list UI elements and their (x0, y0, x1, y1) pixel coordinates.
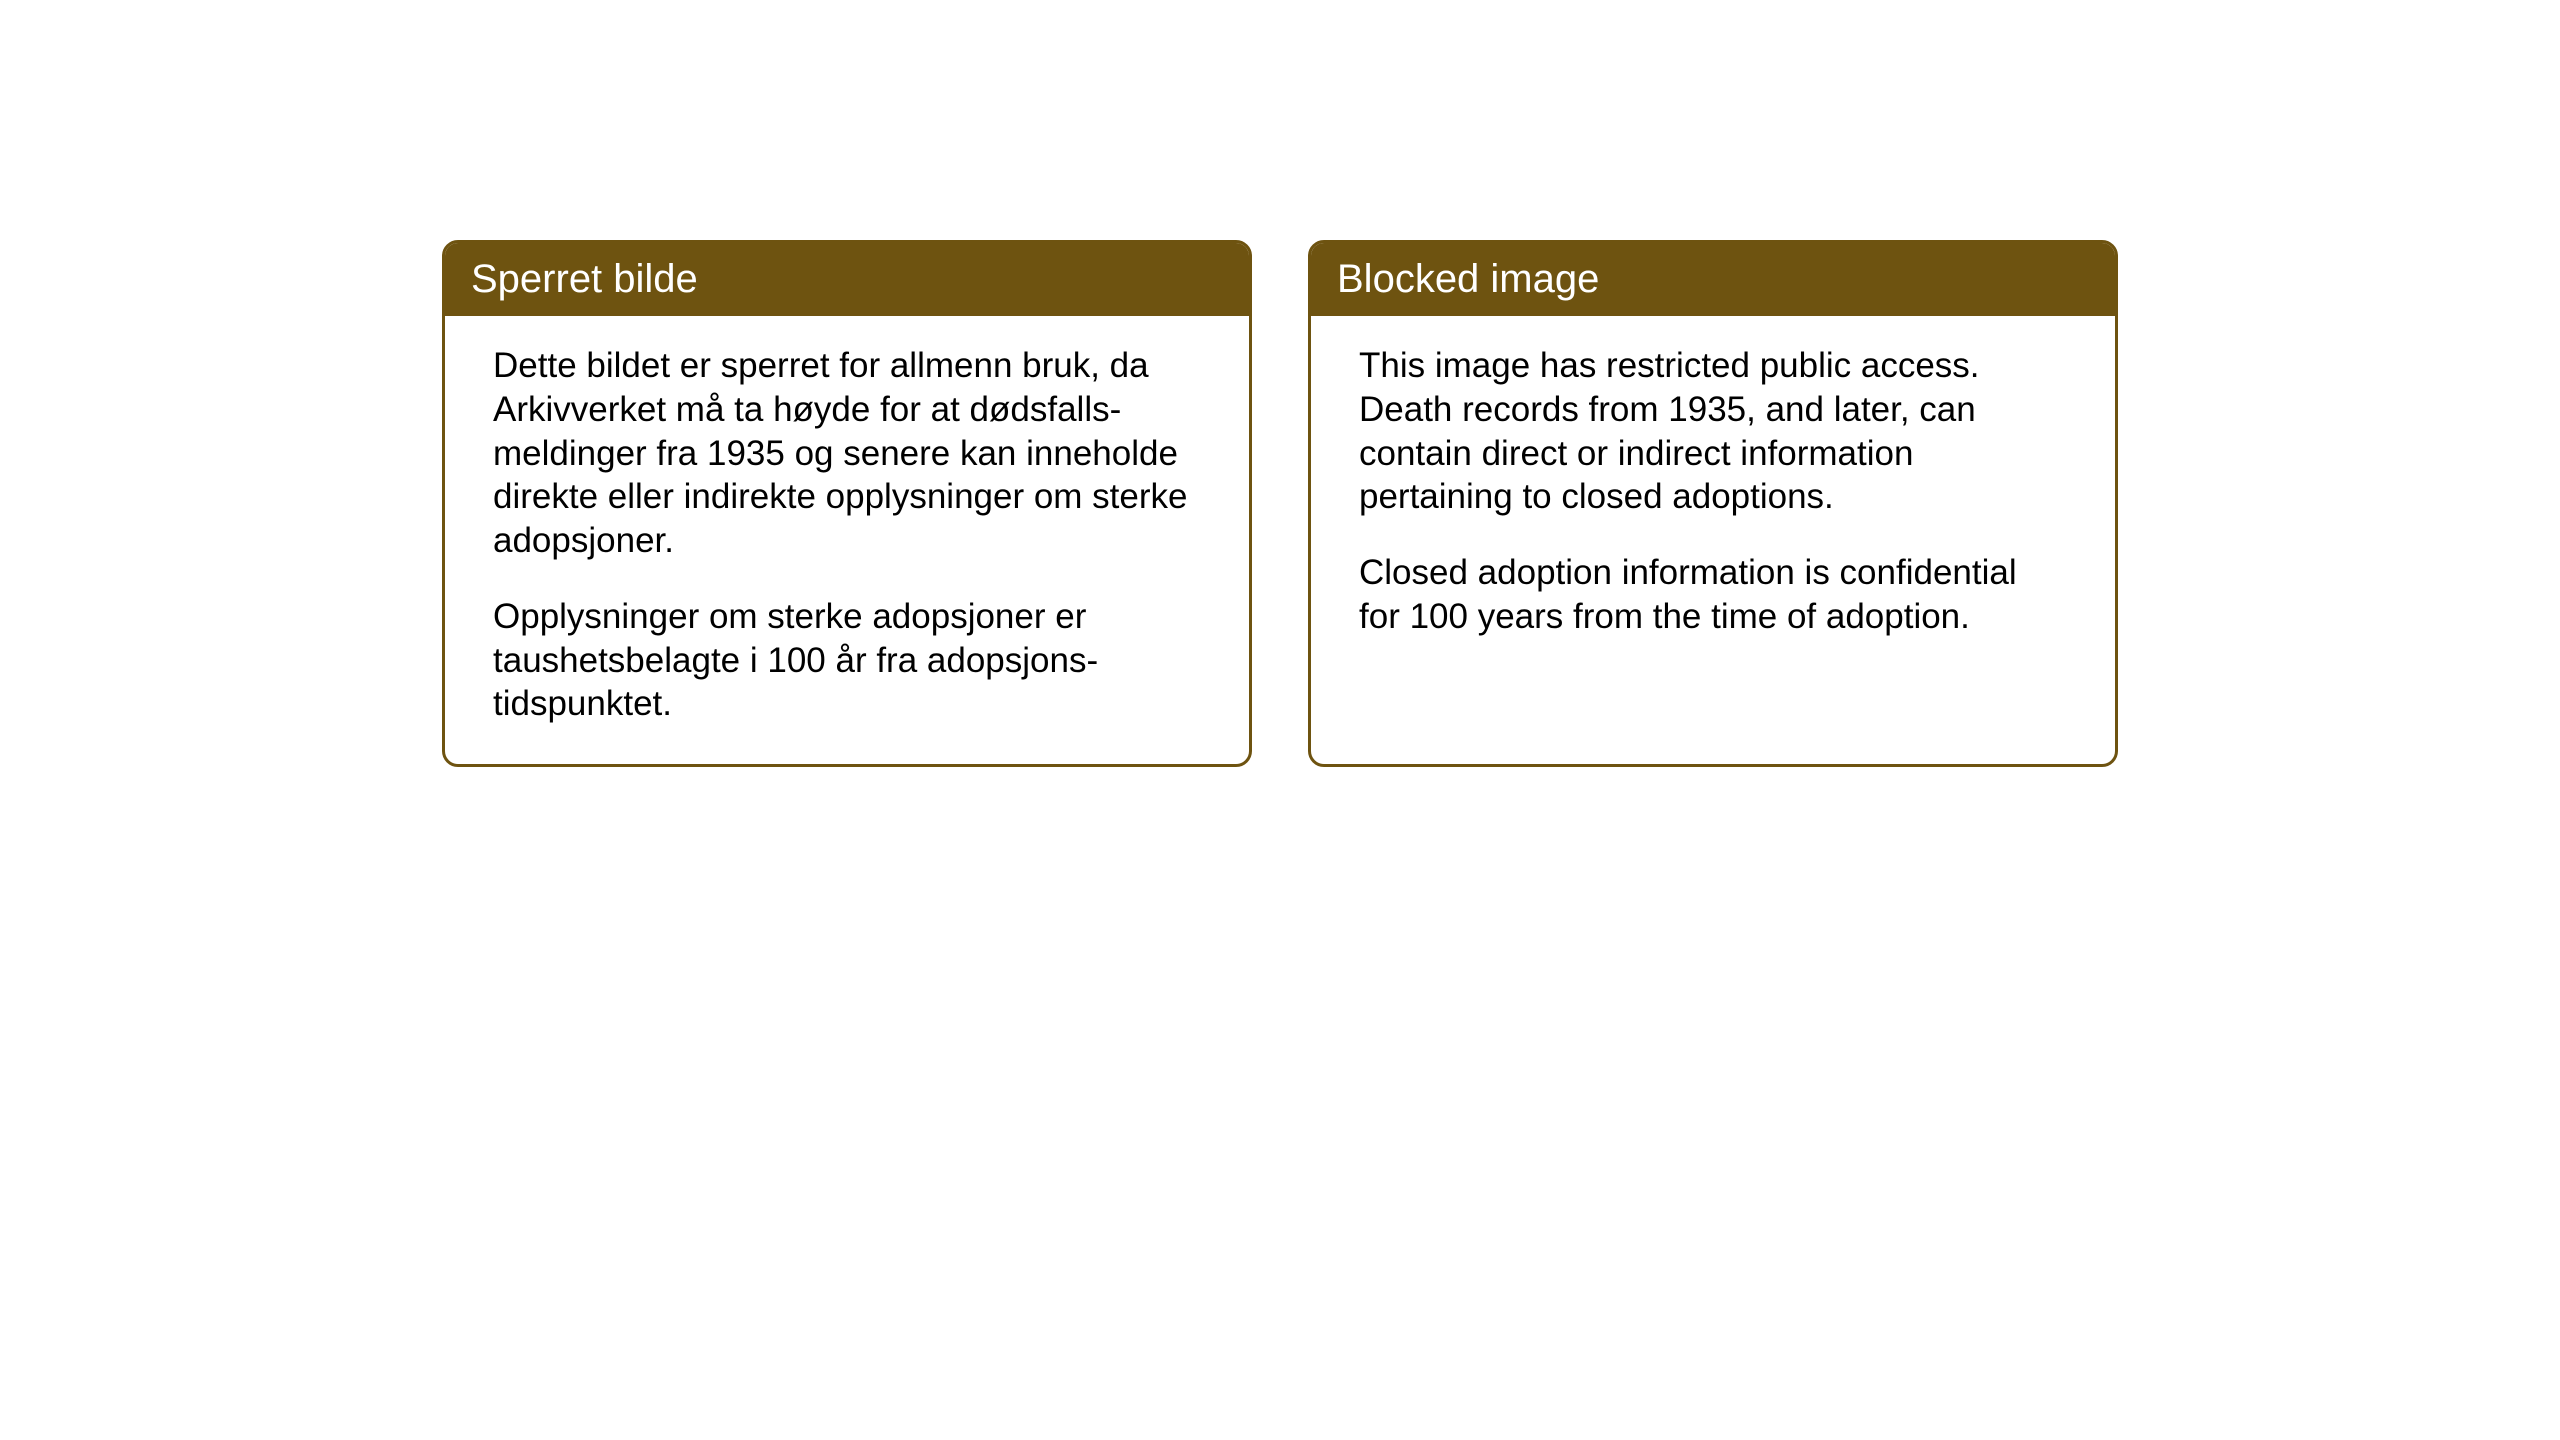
paragraph-norwegian-2: Opplysninger om sterke adopsjoner er tau… (493, 595, 1201, 726)
paragraph-english-1: This image has restricted public access.… (1359, 344, 2067, 519)
paragraph-english-2: Closed adoption information is confident… (1359, 551, 2067, 639)
card-english: Blocked image This image has restricted … (1308, 240, 2118, 767)
paragraph-norwegian-1: Dette bildet er sperret for allmenn bruk… (493, 344, 1201, 563)
card-header-english: Blocked image (1311, 243, 2115, 316)
cards-container: Sperret bilde Dette bildet er sperret fo… (442, 240, 2118, 767)
card-norwegian: Sperret bilde Dette bildet er sperret fo… (442, 240, 1252, 767)
card-body-norwegian: Dette bildet er sperret for allmenn bruk… (445, 316, 1249, 764)
card-header-norwegian: Sperret bilde (445, 243, 1249, 316)
card-body-english: This image has restricted public access.… (1311, 316, 2115, 736)
